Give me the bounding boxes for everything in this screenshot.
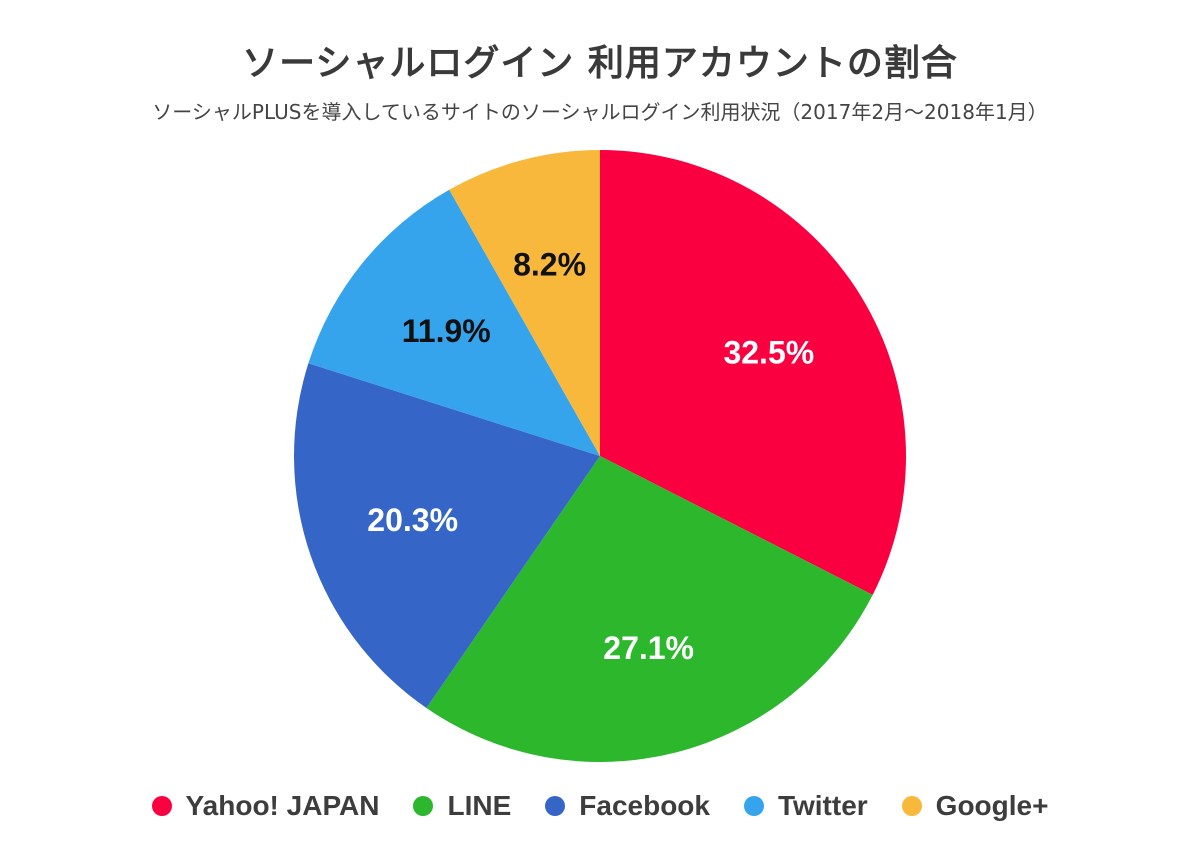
- slice-label: 32.5%: [723, 335, 814, 371]
- pie-slice-google: [449, 150, 600, 456]
- legend-label: LINE: [447, 790, 512, 821]
- slice-label: 8.2%: [513, 247, 586, 283]
- legend-dot-icon: [901, 796, 922, 816]
- legend-label: Google+: [935, 790, 1049, 821]
- legend-item: Twitter: [743, 790, 868, 822]
- legend-dot-icon: [545, 796, 566, 816]
- chart-subtitle: ソーシャルPLUSを導入しているサイトのソーシャルログイン利用状況（2017年2…: [152, 100, 1048, 124]
- pie-labels: 32.5% 27.1% 20.3% 11.9% 8.2%: [367, 247, 814, 666]
- chart-legend: Yahoo! JAPAN LINE Facebook Twitter Google+: [0, 784, 1200, 828]
- legend-item: Google+: [901, 790, 1049, 822]
- slice-label: 11.9%: [402, 313, 491, 349]
- chart-title: ソーシャルログイン 利用アカウントの割合: [242, 43, 958, 84]
- pie-slice-facebook: [293, 363, 600, 709]
- pie-slice-twitter: [308, 189, 600, 457]
- legend-label: Facebook: [579, 790, 710, 821]
- pie-slices: [293, 150, 906, 763]
- legend-dot-icon: [413, 796, 434, 816]
- legend-item: Yahoo! JAPAN: [151, 790, 380, 822]
- legend-dot-icon: [151, 796, 172, 816]
- legend-label: Yahoo! JAPAN: [185, 790, 380, 821]
- pie-slice-line: [426, 456, 873, 763]
- legend-label: Twitter: [777, 790, 868, 821]
- legend-item: LINE: [413, 790, 511, 822]
- legend-item: Facebook: [545, 790, 710, 822]
- legend-dot-icon: [743, 796, 764, 816]
- slice-label: 20.3%: [367, 502, 458, 538]
- slice-label: 27.1%: [603, 630, 694, 666]
- pie-slice-yahoo-japan: [600, 150, 906, 595]
